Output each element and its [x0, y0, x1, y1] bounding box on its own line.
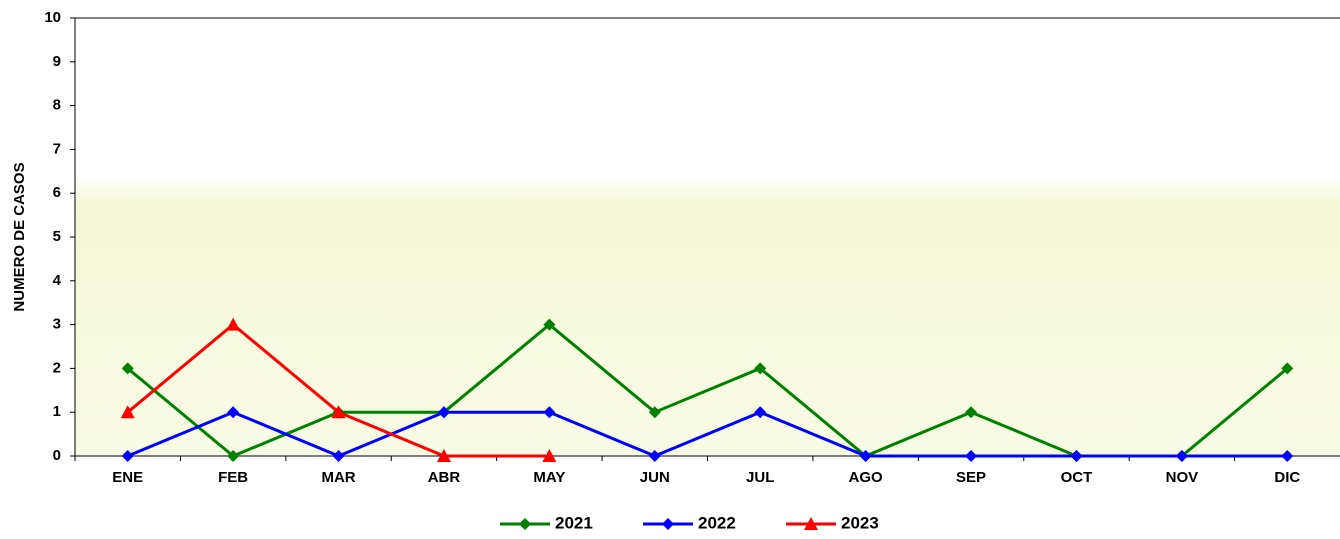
y-tick-label: 7 — [53, 140, 61, 157]
data-point — [543, 406, 556, 419]
y-tick-label: 3 — [53, 316, 61, 333]
data-point — [227, 450, 240, 462]
x-tick-label: JUN — [640, 469, 670, 486]
data-point — [121, 450, 134, 462]
y-tick-label: 1 — [53, 403, 61, 420]
data-point — [437, 406, 450, 419]
data-point — [543, 318, 556, 331]
data-point — [1281, 450, 1294, 462]
legend-marker — [519, 518, 531, 530]
data-point — [965, 450, 978, 462]
x-tick-label: OCT — [1061, 469, 1093, 486]
data-point — [1070, 450, 1083, 462]
series-line — [127, 410, 1288, 458]
x-tick-label: JUL — [746, 469, 774, 486]
y-tick-label: 9 — [53, 53, 61, 70]
y-tick-label: 4 — [53, 272, 62, 289]
x-tick-label: AGO — [849, 469, 884, 486]
data-point — [1281, 362, 1294, 375]
x-tick-label: MAY — [533, 469, 565, 486]
data-point — [754, 406, 767, 419]
data-point — [227, 406, 240, 419]
data-point — [332, 450, 345, 462]
y-tick-label: 5 — [53, 228, 61, 245]
data-point — [648, 450, 661, 462]
data-point — [859, 450, 872, 462]
x-tick-label: DIC — [1274, 469, 1300, 486]
x-tick-label: FEB — [218, 469, 248, 486]
y-axis-label: NUMERO DE CASOS — [11, 162, 28, 311]
x-tick-label: ABR — [428, 469, 461, 486]
legend-label: 2022 — [698, 513, 736, 532]
data-point — [226, 317, 241, 331]
y-tick-label: 6 — [53, 184, 61, 201]
data-point — [1175, 450, 1188, 462]
data-point — [120, 405, 135, 419]
x-tick-label: NOV — [1166, 469, 1199, 486]
y-tick-label: 8 — [53, 97, 61, 114]
y-tick-label: 0 — [53, 447, 61, 464]
legend-label: 2023 — [841, 513, 879, 532]
legend-label: 2021 — [555, 513, 593, 532]
legend-marker — [804, 517, 818, 530]
y-tick-label: 2 — [53, 359, 61, 376]
data-point — [331, 405, 346, 419]
y-tick-label: 10 — [44, 9, 61, 26]
x-tick-label: ENE — [112, 469, 143, 486]
data-point — [436, 449, 451, 462]
data-point — [542, 449, 557, 462]
data-point — [754, 362, 767, 375]
data-point — [121, 362, 134, 375]
plot-area — [75, 18, 1340, 456]
x-tick-label: SEP — [956, 469, 986, 486]
x-tick-label: MAR — [321, 469, 355, 486]
data-point — [648, 406, 661, 419]
legend-marker — [662, 518, 674, 530]
data-point — [965, 406, 978, 419]
